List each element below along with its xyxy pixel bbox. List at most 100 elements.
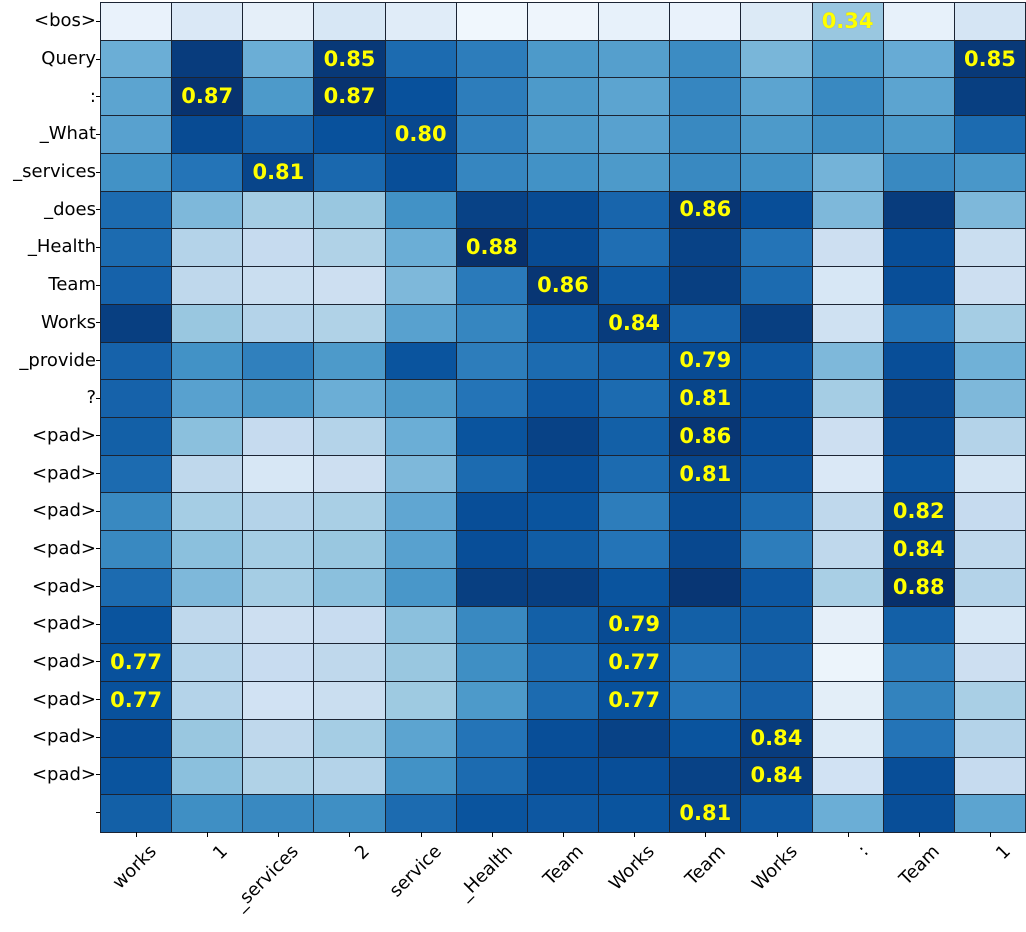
heatmap-cell: [314, 380, 385, 417]
x-tick: [777, 832, 778, 837]
heatmap-cell: [599, 116, 670, 153]
heatmap-cell: [670, 78, 741, 116]
heatmap-grid: 0.34 0.85 0.85 0.87 0.87 0.80 0.81 0.86 0.88 0.86…: [100, 2, 1026, 833]
heatmap-cell: 0.82: [883, 493, 954, 531]
heatmap-cell: [527, 153, 599, 191]
heatmap-cell: [243, 191, 314, 229]
heatmap-cell: [314, 719, 385, 757]
heatmap-cell: [527, 606, 599, 644]
heatmap-cell: [101, 304, 172, 342]
heatmap-cell: [172, 229, 243, 267]
y-tick: [96, 511, 100, 512]
y-tick: [96, 699, 100, 700]
heatmap-cell: [599, 267, 670, 304]
heatmap-cell: [101, 493, 172, 531]
heatmap-cell: [456, 795, 527, 832]
heatmap-cell: [741, 531, 812, 568]
y-tick: [96, 624, 100, 625]
heatmap-cell: [527, 304, 599, 342]
heatmap-cell: [385, 531, 456, 568]
heatmap-cell: 0.86: [670, 417, 741, 455]
cell-value-annotation: 0.82: [892, 499, 945, 524]
cell-value-annotation: 0.81: [679, 386, 732, 411]
row-label: Query: [41, 48, 96, 70]
x-tick: [705, 832, 706, 837]
row-label: <pad>: [31, 500, 96, 522]
y-tick: [96, 247, 100, 248]
heatmap-cell: [670, 153, 741, 191]
x-tick: [421, 832, 422, 837]
heatmap-cell: 0.81: [670, 795, 741, 832]
cell-value-annotation: 0.88: [465, 235, 518, 260]
row-label: ?: [86, 387, 96, 409]
heatmap-cell: [314, 531, 385, 568]
row-label: [0, 793, 96, 831]
cell-value-annotation: 0.84: [750, 763, 803, 788]
cell-value-annotation: 0.77: [608, 650, 661, 675]
heatmap-cell: [883, 267, 954, 304]
y-tick: [96, 285, 100, 286]
row-label: _Health: [27, 236, 96, 258]
x-tick: [848, 832, 849, 837]
heatmap-cell: [527, 682, 599, 719]
heatmap-cell: [954, 267, 1025, 304]
heatmap-cell: [243, 606, 314, 644]
heatmap-cell: [812, 568, 883, 606]
heatmap-cell: [172, 606, 243, 644]
heatmap-cell: 0.88: [456, 229, 527, 267]
y-tick: [96, 661, 100, 662]
heatmap-cell: [527, 342, 599, 380]
heatmap-cell: [314, 682, 385, 719]
heatmap-cell: [172, 304, 243, 342]
heatmap-cell: [527, 493, 599, 531]
heatmap-cell: [812, 455, 883, 493]
heatmap-cell: [599, 531, 670, 568]
cell-value-annotation: 0.77: [110, 650, 162, 675]
heatmap-cell: [954, 606, 1025, 644]
row-label: <pad>: [31, 726, 96, 748]
heatmap-cell: [243, 417, 314, 455]
heatmap-cell: [670, 267, 741, 304]
heatmap-cell: [101, 417, 172, 455]
heatmap-cell: [385, 267, 456, 304]
heatmap-cell: [954, 682, 1025, 719]
cell-value-annotation: 0.86: [679, 197, 732, 222]
heatmap-cell: [527, 116, 599, 153]
heatmap-cell: 0.34: [812, 3, 883, 40]
heatmap-cell: [954, 719, 1025, 757]
heatmap-cell: [527, 40, 599, 78]
heatmap-cell: [599, 493, 670, 531]
heatmap-cell: [883, 417, 954, 455]
heatmap-cell: [243, 682, 314, 719]
heatmap-cell: 0.86: [527, 267, 599, 304]
heatmap-cell: 0.85: [954, 40, 1025, 78]
heatmap-cell: [812, 757, 883, 795]
heatmap-cell: [883, 304, 954, 342]
heatmap-cell: [385, 606, 456, 644]
heatmap-cell: 0.84: [741, 757, 812, 795]
heatmap-cell: [527, 719, 599, 757]
heatmap-cell: [527, 568, 599, 606]
heatmap-cell: [954, 229, 1025, 267]
heatmap-cell: [172, 3, 243, 40]
heatmap-cell: [385, 380, 456, 417]
heatmap-cell: [314, 153, 385, 191]
heatmap-cell: [954, 757, 1025, 795]
y-tick: [96, 134, 100, 135]
y-tick: [96, 96, 100, 97]
heatmap-cell: [456, 757, 527, 795]
heatmap-cell: [527, 229, 599, 267]
heatmap-cell: [456, 644, 527, 682]
heatmap-cell: [741, 606, 812, 644]
heatmap-cell: [101, 40, 172, 78]
heatmap-cell: [527, 78, 599, 116]
y-tick: [96, 586, 100, 587]
heatmap-cell: [385, 493, 456, 531]
heatmap-cell: [883, 229, 954, 267]
heatmap-cell: [954, 3, 1025, 40]
heatmap-cell: [101, 229, 172, 267]
y-tick: [96, 172, 100, 173]
cell-value-annotation: 0.81: [679, 801, 732, 826]
heatmap-cell: [883, 116, 954, 153]
heatmap-cell: [385, 191, 456, 229]
